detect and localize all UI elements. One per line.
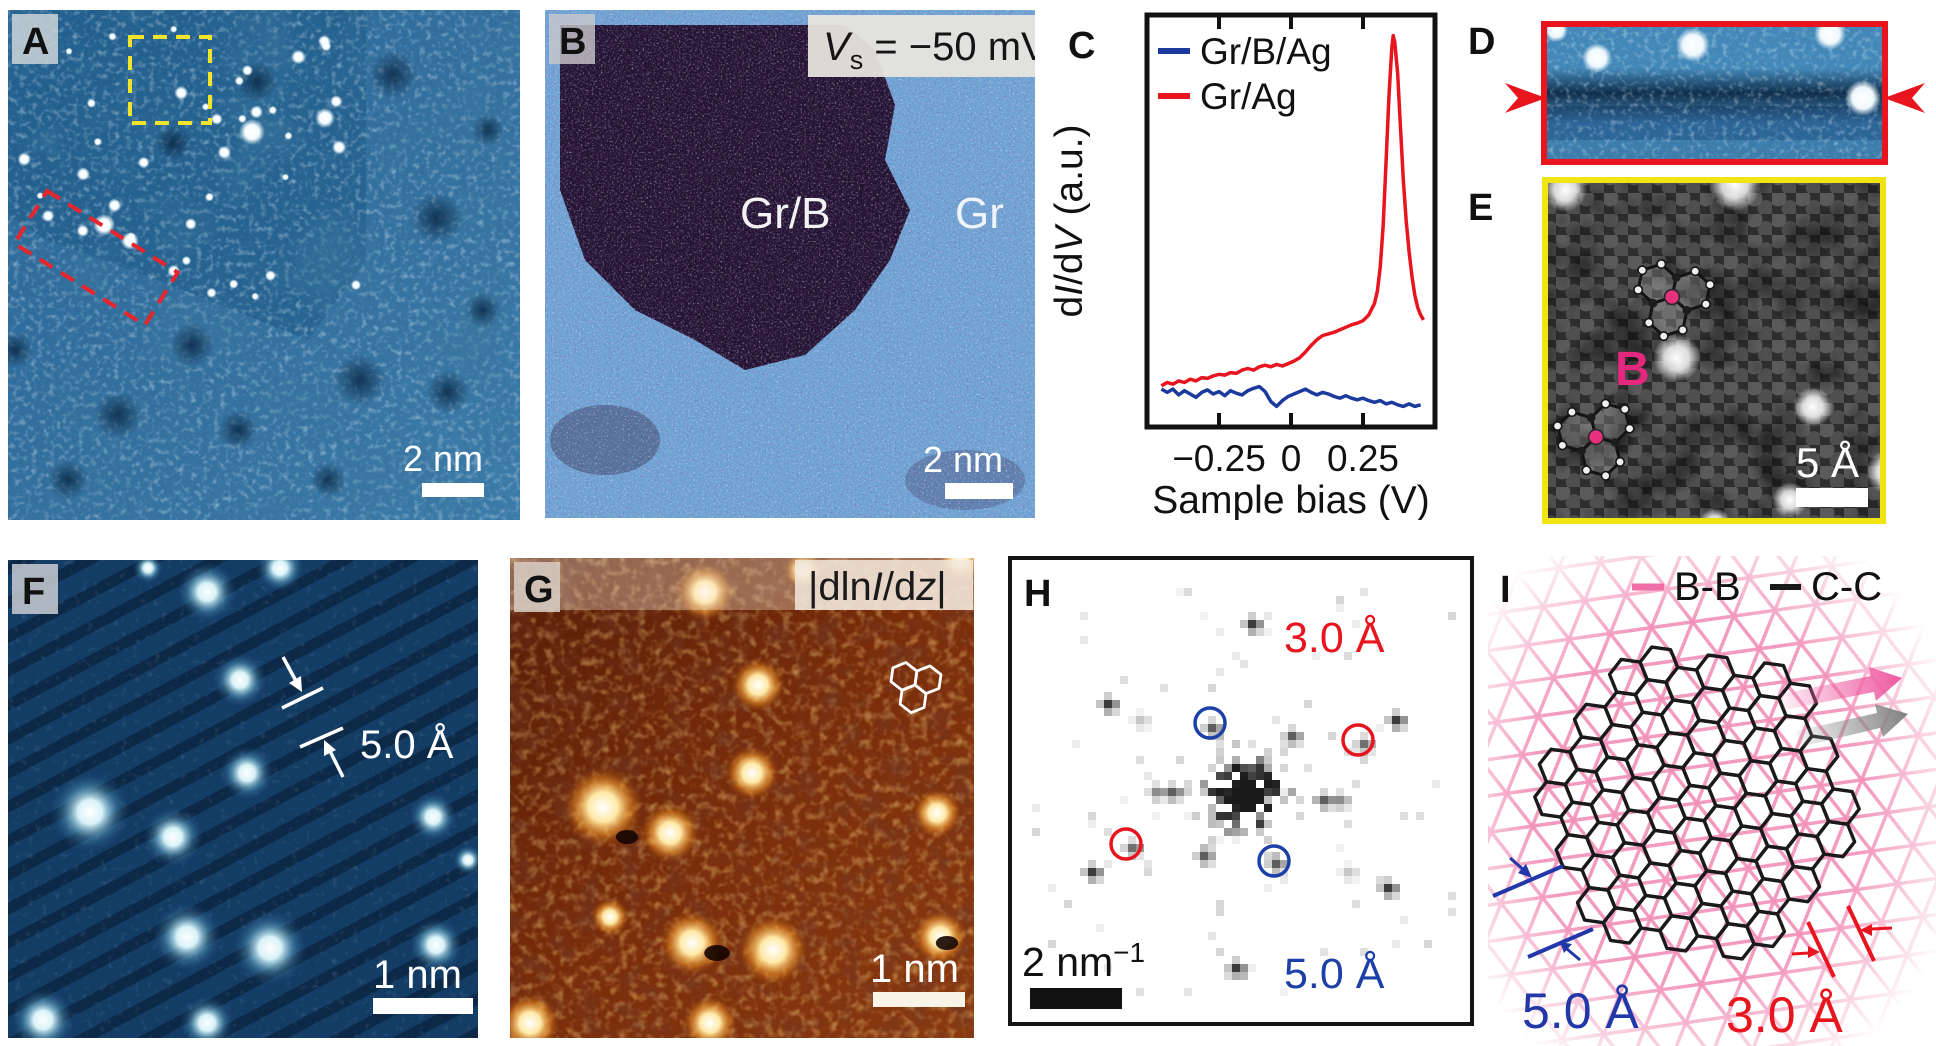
panel-label-backdrop xyxy=(549,14,595,64)
sample-bias-value: Vs = −50 mV xyxy=(823,25,1035,75)
cc-spacing-value: 5.0 Å xyxy=(1522,983,1639,1039)
scale-bar xyxy=(1030,988,1122,1009)
legend-label-gr-b-ag: Gr/B/Ag xyxy=(1200,31,1332,72)
x-tick-labels: −0.25 0 0.25 xyxy=(1172,438,1399,479)
panel-c-label: C xyxy=(1068,25,1095,67)
legend-label-bb: B-B xyxy=(1674,565,1741,609)
plot-legend: Gr/B/Ag Gr/Ag xyxy=(1158,31,1332,117)
cc-row-spacing-caliper xyxy=(1492,856,1594,962)
x-axis-label: Sample bias (V) xyxy=(1152,479,1429,520)
curve-gr-ag xyxy=(1160,33,1426,388)
scale-bar-label: 2 nm xyxy=(923,439,1003,480)
bb-row-spacing-caliper xyxy=(1791,905,1893,978)
svg-text:0: 0 xyxy=(1281,438,1302,479)
zoom-box-yellow xyxy=(128,35,212,125)
panel-h-label: H xyxy=(1024,573,1051,615)
panel-i-lattice-schematic: I B-B C-C 5.0 Å 3.0 Å xyxy=(1488,556,1936,1046)
panel-g-label: G xyxy=(524,569,554,611)
boron-site-molecule-overlays xyxy=(1552,259,1716,481)
panel-label-backdrop xyxy=(514,562,560,612)
panel-label-backdrop xyxy=(12,14,58,64)
curve-gr-b-ag xyxy=(1160,384,1422,409)
scale-bar-label: 1 nm xyxy=(870,947,959,991)
panel-c-spectrum-chart: C Gr/B/Ag Gr/Ag −0.25 0 0.25 Sample bias (… xyxy=(1048,12,1438,520)
spectra-curves xyxy=(1160,33,1426,409)
panel-f-stm-image: 5.0 Å F 1 nm xyxy=(8,560,478,1038)
cc-direction-arrow-icon xyxy=(1796,704,1908,747)
scale-bar-label: 1 nm xyxy=(373,953,462,997)
bb-spacing-value: 3.0 Å xyxy=(1726,987,1843,1043)
scale-bar xyxy=(373,998,473,1014)
panel-label-backdrop xyxy=(12,564,58,614)
scale-bar-label: 2 nm−1 xyxy=(1022,937,1145,985)
scale-bar xyxy=(873,992,965,1007)
region-label-gr: Gr xyxy=(955,189,1004,238)
boron-protrusion-spots xyxy=(11,560,478,1038)
row-spacing-annotation xyxy=(281,656,345,778)
y-axis-label: dI/dV (a.u.) xyxy=(1048,125,1091,318)
panel-b-label: B xyxy=(559,21,586,63)
bias-label-backdrop xyxy=(808,15,1035,77)
imaging-mode-label: |dlnI/dz| xyxy=(808,565,947,609)
vacancy-dark-spots xyxy=(615,830,959,961)
panel-i-label: I xyxy=(1500,569,1511,611)
boron-atom-label: B xyxy=(1615,343,1650,396)
panel-h-fft-image: H 3.0 Å 5.0 Å 2 nm−1 xyxy=(1008,556,1474,1026)
boron-bright-clusters xyxy=(510,558,974,1038)
lattice-legend: B-B C-C xyxy=(1632,565,1882,609)
graphene-cc-lattice xyxy=(1533,645,1861,961)
hexagon-trio-overlay-icon xyxy=(889,661,943,715)
profile-arrow-right-icon xyxy=(1884,83,1925,113)
bb-direction-arrow-icon xyxy=(1780,667,1902,710)
adatom-bright-clusters xyxy=(1545,180,1883,521)
panel-e-stm-closeup: E B 5 Å xyxy=(1468,177,1886,524)
region-label-gr-b: Gr/B xyxy=(740,189,830,238)
panel-d-stm-strip: D xyxy=(1468,21,1925,165)
scale-bar-label: 5 Å xyxy=(1796,439,1859,486)
period-label-red: 3.0 Å xyxy=(1284,614,1385,662)
svg-text:−0.25: −0.25 xyxy=(1172,438,1266,479)
mode-label-backdrop xyxy=(795,560,973,610)
legend-label-gr-ag: Gr/Ag xyxy=(1200,76,1297,117)
zoom-box-red xyxy=(11,188,181,328)
fft-spots xyxy=(1032,588,1456,996)
row-spacing-value: 5.0 Å xyxy=(360,722,454,767)
panel-f-label: F xyxy=(22,571,45,613)
scale-bar-label: 2 nm xyxy=(403,438,483,479)
fft-frame xyxy=(1008,556,1474,1026)
panel-a-stm-image: A 2 nm xyxy=(8,10,520,520)
scale-bar xyxy=(422,483,484,497)
crop-outline-red xyxy=(1541,21,1888,165)
period-label-blue: 5.0 Å xyxy=(1284,950,1385,998)
fft-spot-circles xyxy=(1109,706,1375,878)
panel-b-stm-image: Vs = −50 mV Gr/B Gr B 2 nm xyxy=(545,10,1035,518)
profile-arrow-left-icon xyxy=(1505,83,1546,113)
legend-label-cc: C-C xyxy=(1811,565,1882,609)
panel-a-label: A xyxy=(22,21,49,63)
panel-e-label: E xyxy=(1468,187,1493,229)
panel-d-label: D xyxy=(1468,21,1495,63)
panel-g-dlni-dz-image: |dlnI/dz| G 1 nm xyxy=(510,558,974,1038)
crop-outline-yellow xyxy=(1542,177,1886,524)
svg-text:0.25: 0.25 xyxy=(1327,438,1399,479)
axis-ticks xyxy=(1217,15,1365,427)
boron-defect-dots xyxy=(17,25,362,301)
scale-bar xyxy=(1796,488,1868,507)
scale-bar xyxy=(945,483,1013,499)
